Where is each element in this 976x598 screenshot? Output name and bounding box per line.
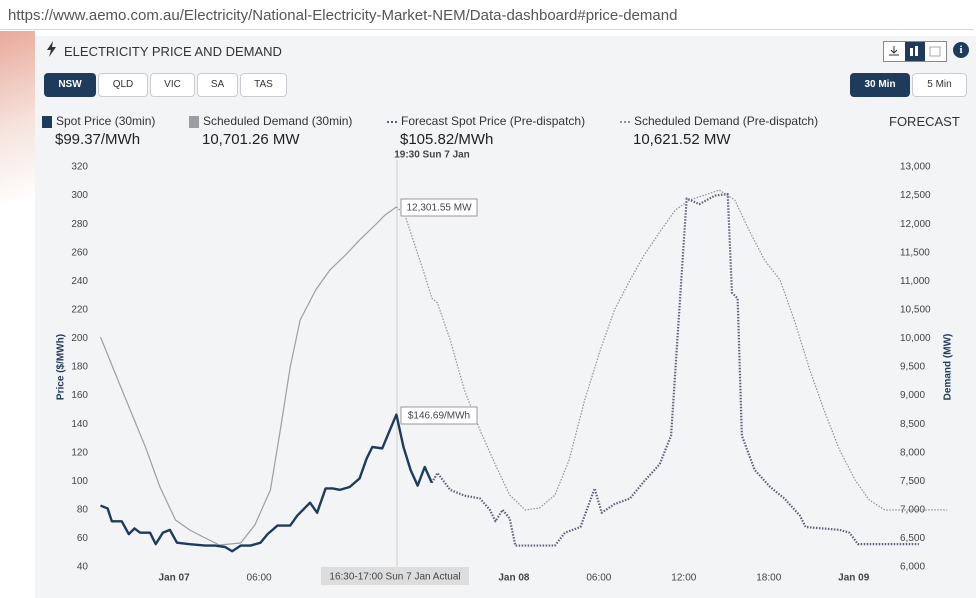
y2-tick-label: 7,500 [900, 476, 925, 487]
y-tick-label: 100 [71, 476, 88, 487]
legend-label: Forecast Spot Price (Pre-dispatch) [401, 114, 586, 128]
toolbar[interactable] [883, 41, 947, 62]
region-button[interactable]: QLD [98, 73, 148, 97]
legend-label: Scheduled Demand (30min) [203, 114, 353, 128]
x-tick-label: 06:00 [586, 573, 611, 584]
y2-tick-label: 10,000 [900, 333, 931, 344]
y-tick-label: 300 [71, 190, 88, 201]
annotation-box [400, 406, 478, 425]
y-tick-label: 280 [71, 219, 88, 230]
y-axis-label: Price ($/MWh) [56, 334, 67, 400]
y2-tick-label: 11,000 [900, 276, 930, 287]
y2-tick-label: 9,000 [900, 390, 925, 401]
y2-tick-label: 10,500 [900, 304, 931, 315]
y-tick-label: 220 [71, 304, 88, 315]
x-tick-label: 18:00 [756, 573, 781, 584]
annotation-box [400, 198, 478, 217]
legend-label: Spot Price (30min) [56, 114, 156, 128]
cursor-bottom-box [321, 567, 469, 585]
y-tick-label: 160 [71, 390, 88, 401]
x-tick-label: Jan 09 [838, 573, 870, 584]
bolt-icon [47, 41, 56, 57]
region-button[interactable]: VIC [150, 73, 195, 97]
cursor-bottom-label: 16:30-17:00 Sun 7 Jan Actual [329, 572, 460, 583]
y2-axis-label: Demand (MW) [943, 334, 954, 401]
y-tick-label: 320 [71, 162, 88, 173]
legend-value: 10,701.26 MW [202, 131, 300, 148]
y2-tick-label: 6,000 [900, 562, 925, 573]
legend-icon [387, 121, 397, 123]
annotation: $146.69/MWh [408, 411, 470, 422]
y2-tick-label: 13,000 [900, 162, 931, 173]
interval-button[interactable]: 30 Min [850, 73, 910, 97]
y-tick-label: 140 [71, 419, 88, 430]
toolbar-icons [889, 42, 941, 61]
y-tick-label: 260 [71, 247, 88, 258]
y-tick-label: 200 [71, 333, 88, 344]
legend-value: 10,621.52 MW [633, 131, 731, 148]
legend-icon [42, 116, 52, 128]
legend-label: Scheduled Demand (Pre-dispatch) [634, 114, 819, 128]
y2-tick-label: 12,500 [900, 190, 931, 201]
y2-tick-label: 11,500 [900, 247, 930, 258]
series-line [99, 206, 397, 546]
legend-icon [189, 116, 199, 128]
y-tick-label: 60 [77, 533, 89, 544]
y2-tick-label: 8,000 [900, 447, 925, 458]
region-button[interactable]: SA [197, 73, 238, 97]
interval-button[interactable]: 5 Min [912, 73, 967, 97]
y2-tick-label: 8,500 [900, 419, 925, 430]
y2-tick-label: 9,500 [900, 362, 925, 373]
y-tick-label: 80 [77, 504, 89, 515]
legend-value: $99.37/MWh [55, 131, 141, 148]
y-tick-label: 180 [71, 362, 88, 373]
legend-value: $105.82/MWh [400, 131, 494, 148]
x-tick-label: 06:00 [247, 573, 272, 584]
address-bar[interactable]: https://www.aemo.com.au/Electricity/Nati… [0, 0, 974, 30]
info-icon[interactable]: i [953, 42, 969, 58]
series-line [430, 193, 919, 547]
cursor-top-label: 19:30 Sun 7 Jan [394, 150, 470, 161]
panel [35, 36, 976, 598]
series-line [395, 189, 948, 511]
x-tick-label: Jan 08 [498, 573, 530, 584]
y-tick-label: 120 [71, 447, 88, 458]
annotation: 12,301.55 MW [406, 203, 472, 214]
y2-tick-label: 12,000 [900, 219, 931, 230]
y2-tick-label: 7,000 [900, 504, 925, 515]
y-tick-label: 240 [71, 276, 88, 287]
y2-tick-label: 6,500 [900, 533, 925, 544]
region-button[interactable]: NSW [44, 73, 96, 97]
decoration [0, 31, 35, 201]
x-tick-label: Jan 07 [159, 573, 191, 584]
forecast-label: FORECAST [889, 114, 960, 129]
series-line [100, 413, 433, 553]
legend-icon [620, 121, 630, 123]
region-button[interactable]: TAS [240, 73, 287, 97]
panel-title: ELECTRICITY PRICE AND DEMAND [64, 44, 282, 59]
y-tick-label: 40 [77, 562, 89, 573]
x-tick-label: 12:00 [671, 573, 696, 584]
